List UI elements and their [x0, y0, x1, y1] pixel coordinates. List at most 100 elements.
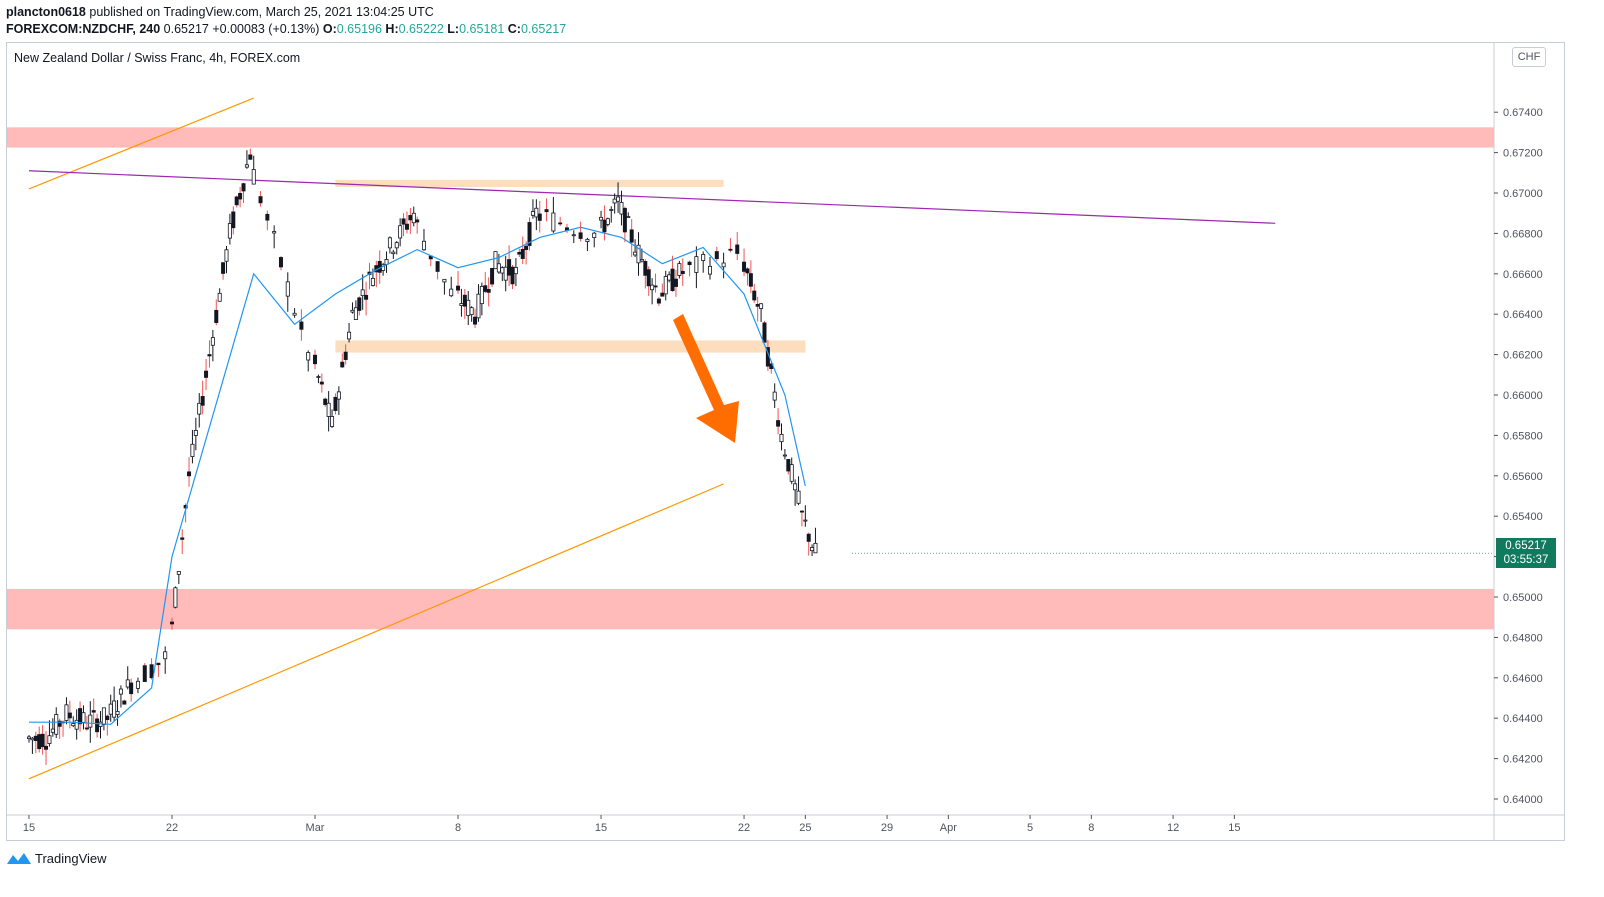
candle-body: [646, 269, 651, 287]
candle-body: [721, 262, 726, 268]
candle-body: [207, 354, 212, 357]
candle-body: [469, 307, 474, 315]
trendline-orange-0: [28, 483, 724, 780]
tradingview-logo-icon: [7, 853, 31, 864]
candle-body: [40, 733, 45, 748]
candle-body: [265, 213, 270, 221]
candle-body: [180, 537, 185, 540]
price-change: +0.00083 (+0.13%): [212, 22, 320, 36]
price-tick-label: 0.65400: [1503, 511, 1543, 523]
last-price: 0.65217: [163, 22, 209, 36]
candle-body: [694, 256, 699, 273]
candle: [170, 617, 175, 630]
candle-body: [190, 443, 195, 458]
candle: [701, 251, 706, 273]
candle-body: [473, 316, 478, 325]
candle-body: [217, 292, 222, 302]
candle: [224, 246, 229, 274]
candle-body: [779, 433, 784, 443]
candle-body: [759, 303, 764, 309]
candle-body: [364, 294, 369, 300]
candle-body: [626, 216, 631, 219]
candle: [391, 249, 396, 259]
candle-body: [663, 276, 668, 295]
candle-body: [231, 211, 236, 229]
candle: [622, 206, 627, 243]
candle-body: [319, 381, 324, 385]
candle-body: [313, 354, 318, 365]
candle-body: [742, 261, 747, 272]
candle: [360, 274, 365, 310]
candle-body: [609, 209, 614, 211]
symbol-name[interactable]: FOREXCOM:NZDCHF, 240: [6, 22, 161, 36]
candle-body: [653, 285, 658, 288]
currency-badge[interactable]: CHF: [1512, 47, 1546, 67]
candle: [490, 267, 495, 288]
trendlines-layer: [28, 97, 1276, 780]
trendline-orange-1: [28, 97, 254, 190]
candle: [571, 230, 576, 244]
candle: [616, 182, 621, 213]
candle-body: [673, 278, 678, 287]
candle-body: [67, 712, 72, 719]
price-tick-label: 0.66000: [1503, 390, 1543, 402]
candle-body: [449, 288, 454, 297]
candle: [91, 698, 96, 723]
candle-body: [105, 715, 110, 721]
candle-body: [357, 297, 362, 311]
candle: [404, 211, 409, 234]
candle: [456, 271, 461, 294]
candle: [330, 409, 335, 428]
candle-body: [599, 216, 604, 221]
candle: [629, 219, 634, 257]
candle: [238, 186, 243, 208]
candle-body: [204, 370, 209, 378]
candle-body: [323, 398, 328, 405]
candle-body: [789, 464, 794, 482]
candle-body: [415, 219, 420, 223]
price-tick-label: 0.65000: [1503, 592, 1543, 604]
zone-red-1: [6, 588, 1494, 630]
candle-body: [806, 533, 811, 542]
candle-body: [435, 261, 440, 272]
candle: [745, 267, 750, 286]
candle: [534, 199, 539, 231]
candle: [735, 232, 740, 261]
time-tick-label: 5: [1027, 822, 1033, 834]
candle: [660, 283, 665, 297]
time-tick-label: 8: [455, 822, 461, 834]
candle: [421, 229, 426, 251]
candle-body: [187, 471, 192, 477]
candle-body: [210, 337, 215, 346]
candle-body: [394, 242, 399, 249]
low-value: 0.65181: [459, 22, 505, 36]
price-tick-label: 0.64200: [1503, 754, 1543, 766]
candle: [44, 731, 49, 765]
candle-body: [44, 745, 49, 750]
candle: [793, 479, 798, 506]
candle-body: [551, 212, 556, 232]
candle-body: [803, 519, 808, 522]
candle-body: [170, 621, 175, 625]
candle-body: [241, 183, 246, 192]
candle-body: [391, 251, 396, 255]
candle-body: [306, 352, 311, 361]
candle: [173, 586, 178, 609]
candle: [200, 380, 205, 415]
candle: [227, 213, 232, 245]
author-name[interactable]: plancton0618: [6, 5, 86, 19]
candle: [772, 383, 777, 408]
candle: [187, 457, 192, 487]
candle: [278, 256, 283, 271]
symbol-legend: FOREXCOM:NZDCHF, 240 0.65217 +0.00083 (+…: [6, 21, 566, 37]
candle-body: [84, 727, 89, 730]
footer-brand[interactable]: TradingView: [6, 850, 107, 866]
candle-body: [656, 298, 661, 304]
candle-body: [537, 213, 542, 221]
candle: [115, 699, 120, 726]
time-tick-label: 22: [738, 822, 750, 834]
candle-body: [605, 218, 610, 225]
candle-body: [360, 289, 365, 297]
high-value: 0.65222: [398, 22, 444, 36]
